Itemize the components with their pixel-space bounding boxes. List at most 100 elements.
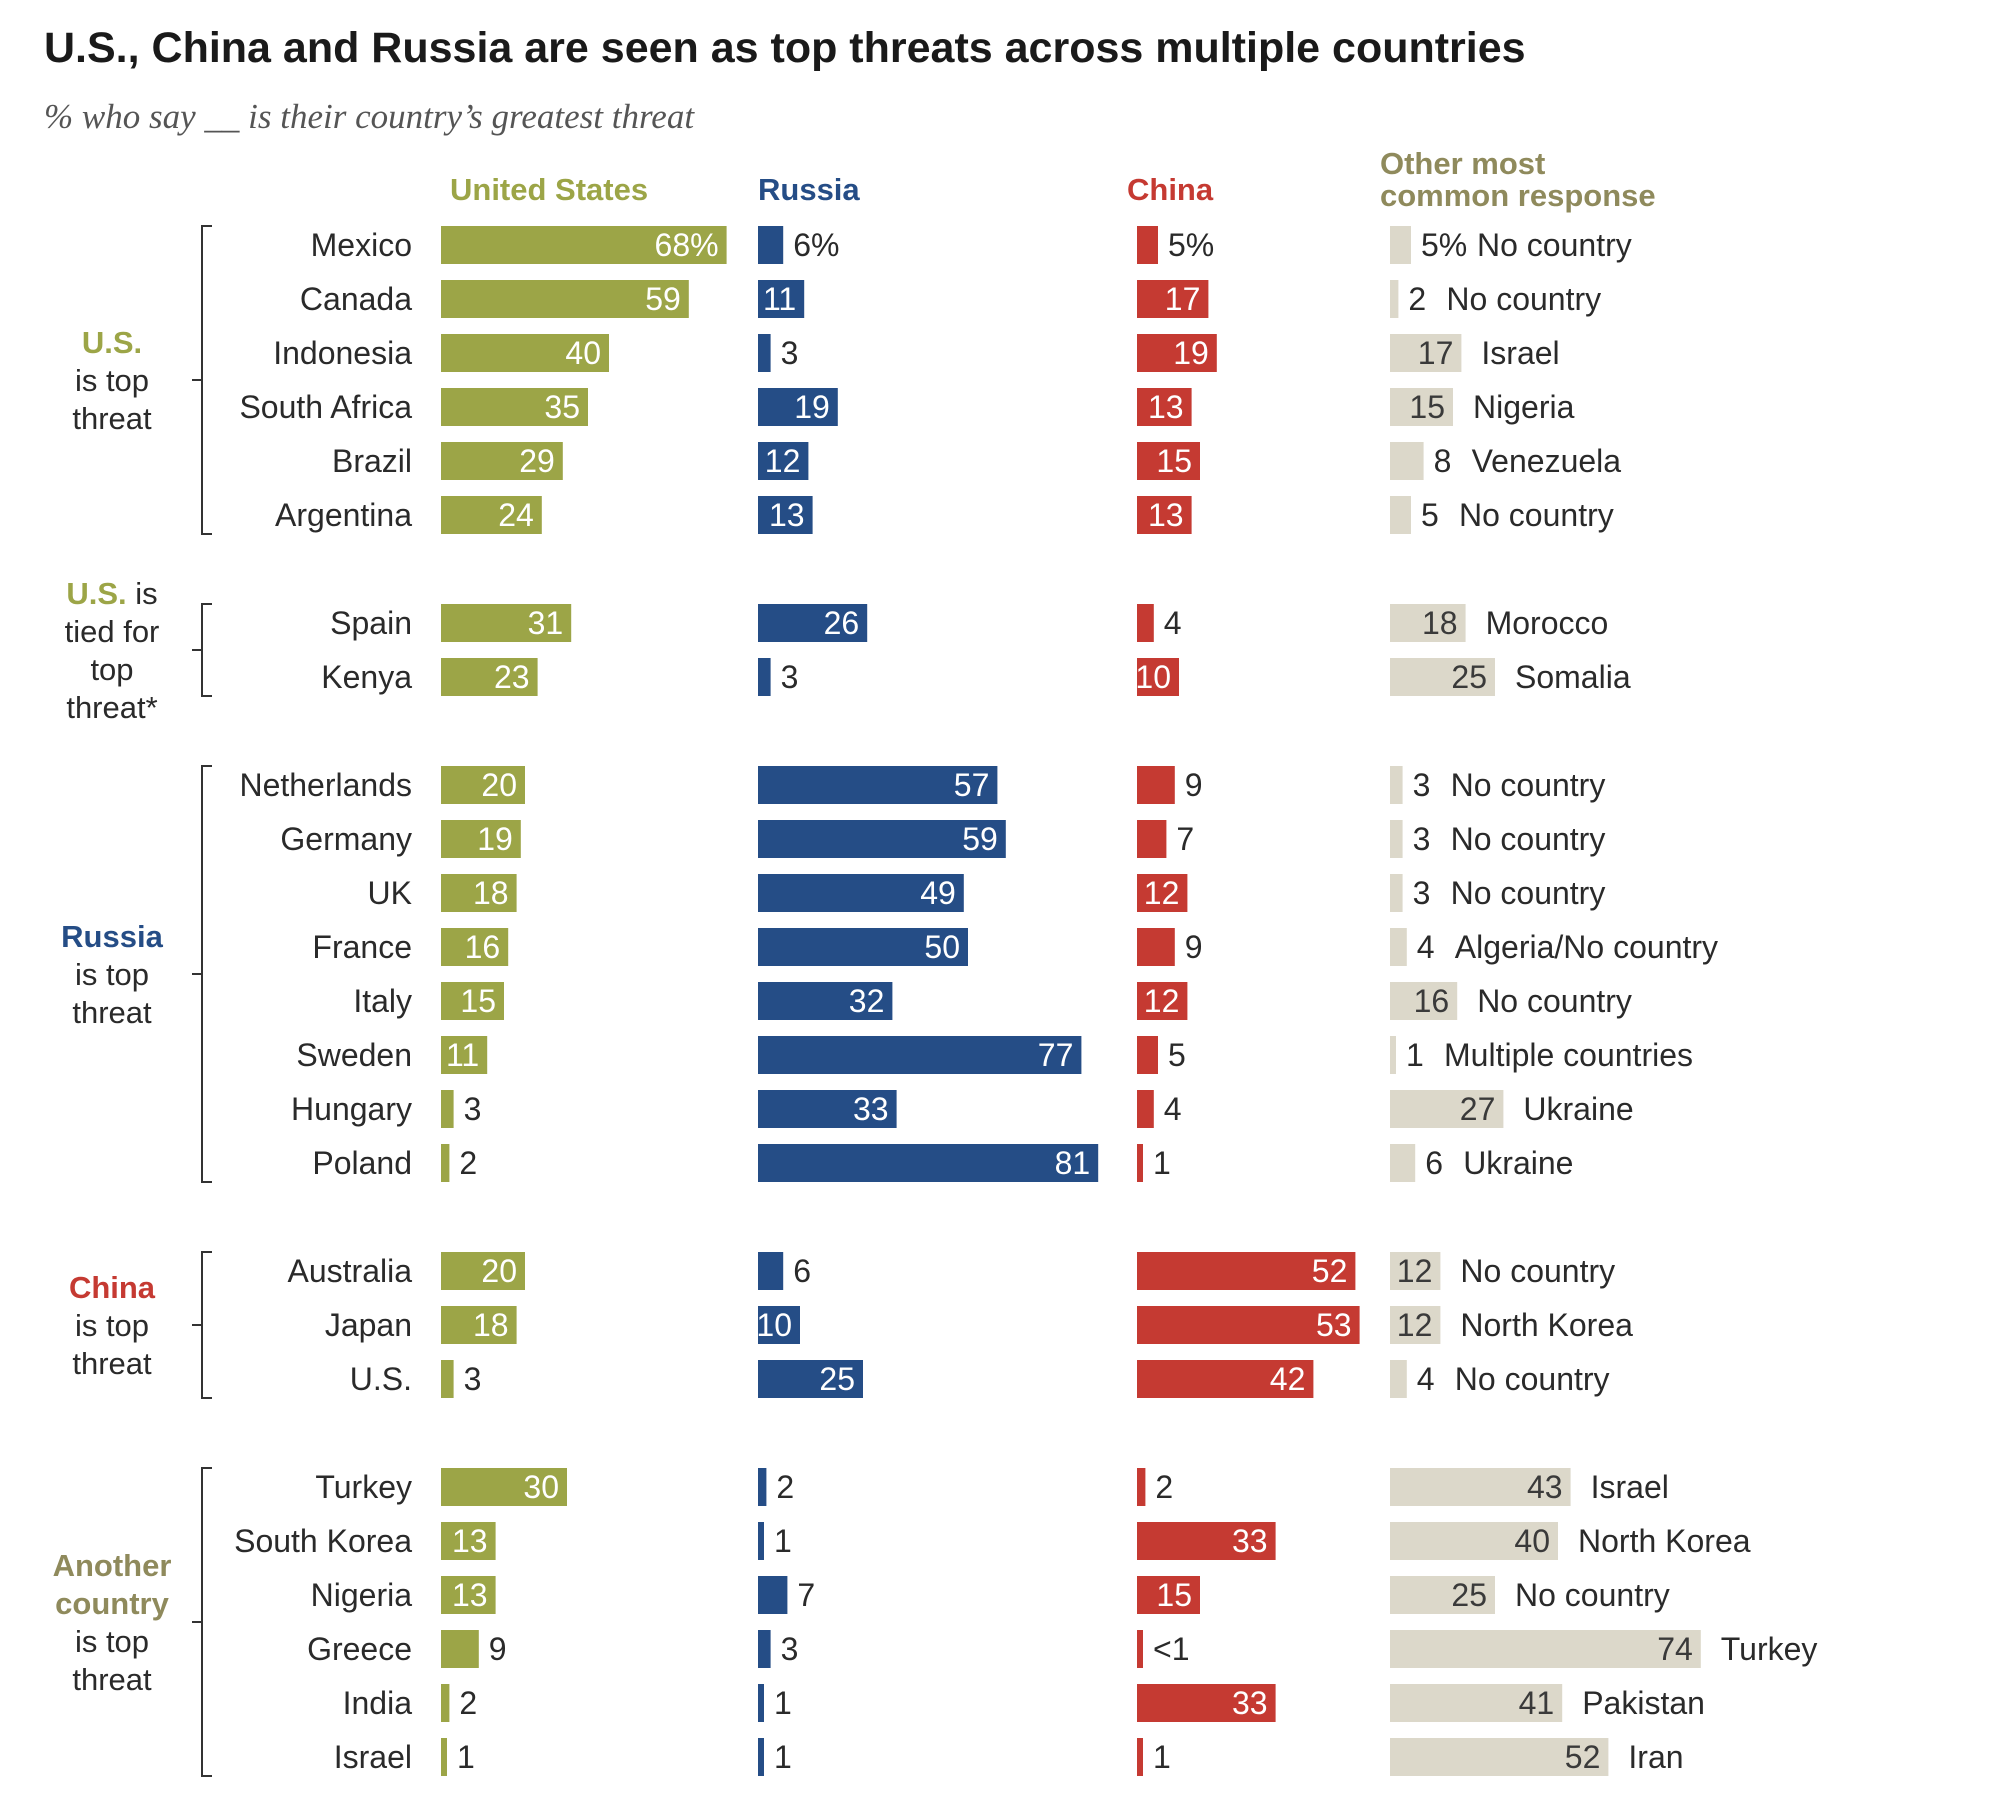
- china-value-label: 5: [1168, 1037, 1186, 1073]
- other-bar: [1390, 1144, 1416, 1182]
- other-response-label: North Korea: [1460, 1307, 1633, 1343]
- us-value-label: 40: [565, 335, 601, 371]
- us-value-label: 18: [473, 1307, 509, 1343]
- table-row: Turkey 30 2 2 43 Israel: [315, 1468, 1669, 1506]
- russia-bar: [758, 1090, 897, 1128]
- other-bar: [1390, 766, 1403, 804]
- other-response-label: Nigeria: [1473, 389, 1575, 425]
- china-bar: [1137, 1090, 1154, 1128]
- us-value-label: 3: [464, 1361, 482, 1397]
- russia-value-label: 1: [774, 1523, 792, 1559]
- russia-bar: [758, 334, 771, 372]
- us-bar: [441, 1144, 450, 1182]
- us-bar: [441, 928, 509, 966]
- us-value-label: 19: [477, 821, 513, 857]
- table-row: UK 18 49 12 3 No country: [368, 874, 1606, 912]
- other-value-label: 3: [1413, 875, 1431, 911]
- other-bar: [1390, 280, 1399, 318]
- us-value-label: 2: [459, 1145, 477, 1181]
- us-bar: [441, 1360, 454, 1398]
- country-label: Australia: [288, 1253, 413, 1289]
- other-bar: [1390, 1738, 1609, 1776]
- other-response-label: North Korea: [1578, 1523, 1751, 1559]
- russia-value-label: 7: [797, 1577, 815, 1613]
- country-label: Nigeria: [311, 1577, 413, 1613]
- russia-value-label: 49: [920, 875, 956, 911]
- russia-value-label: 19: [794, 389, 830, 425]
- china-value-label: 7: [1176, 821, 1194, 857]
- other-value-label: 8: [1434, 443, 1452, 479]
- us-bar: [441, 1252, 525, 1290]
- us-value-label: 59: [645, 281, 681, 317]
- russia-bar: [758, 874, 964, 912]
- china-value-label: 33: [1232, 1523, 1268, 1559]
- russia-bar: [758, 1738, 764, 1776]
- other-response-label: No country: [1460, 1253, 1615, 1289]
- us-value-label: 16: [465, 929, 501, 965]
- russia-bar: [758, 1252, 784, 1290]
- other-value-label: 3: [1413, 767, 1431, 803]
- country-label: Germany: [280, 821, 412, 857]
- other-bar: [1390, 1090, 1504, 1128]
- other-bar: [1390, 874, 1403, 912]
- china-bar: [1137, 820, 1167, 858]
- russia-value-label: 1: [774, 1739, 792, 1775]
- other-value-label: 25: [1451, 659, 1487, 695]
- other-value-label: 5: [1421, 497, 1439, 533]
- us-value-label: 18: [473, 875, 509, 911]
- china-value-label: 9: [1185, 767, 1203, 803]
- table-row: Indonesia 40 3 19 17 Israel: [273, 334, 1560, 372]
- us-bar: [441, 1576, 496, 1614]
- china-bar: [1137, 334, 1217, 372]
- other-value-label: 43: [1527, 1469, 1563, 1505]
- country-label: Indonesia: [273, 335, 412, 371]
- other-value-label: 18: [1422, 605, 1458, 641]
- country-label: Spain: [330, 605, 412, 641]
- other-response-label: Turkey: [1721, 1631, 1818, 1667]
- country-label: India: [343, 1685, 413, 1721]
- other-bar: [1390, 1522, 1558, 1560]
- us-bar: [441, 280, 689, 318]
- other-response-label: Ukraine: [1523, 1091, 1633, 1127]
- us-value-label: 1: [457, 1739, 475, 1775]
- other-response-label: Israel: [1591, 1469, 1669, 1505]
- china-bar: [1137, 1252, 1356, 1290]
- russia-bar: [758, 820, 1006, 858]
- china-bar: [1137, 874, 1188, 912]
- other-response-label: Algeria/No country: [1455, 929, 1718, 965]
- china-bar: [1137, 928, 1175, 966]
- column-header-china: China: [1127, 172, 1214, 207]
- other-response-label: No country: [1455, 1361, 1610, 1397]
- us-bar: [441, 442, 563, 480]
- group-bracket: [192, 225, 212, 535]
- country-label: Kenya: [321, 659, 412, 695]
- other-response-label: Morocco: [1486, 605, 1609, 641]
- table-row: Spain 31 26 4 18 Morocco: [330, 604, 1608, 642]
- other-bar: [1390, 658, 1495, 696]
- russia-bar: [758, 604, 868, 642]
- china-value-label: 17: [1165, 281, 1201, 317]
- other-value-label: 6: [1425, 1145, 1443, 1181]
- table-row: Canada 59 11 17 2 No country: [300, 280, 1601, 318]
- china-bar: [1137, 1468, 1146, 1506]
- other-response-label: Iran: [1628, 1739, 1683, 1775]
- china-value-label: <1: [1153, 1631, 1189, 1667]
- us-bar: [441, 334, 609, 372]
- russia-bar: [758, 766, 998, 804]
- other-bar: [1390, 928, 1407, 966]
- other-response-label: No country: [1451, 875, 1606, 911]
- us-bar: [441, 604, 572, 642]
- china-value-label: 53: [1316, 1307, 1352, 1343]
- russia-value-label: 33: [853, 1091, 889, 1127]
- us-bar: [441, 1036, 488, 1074]
- table-row: Japan 18 10 53 12 North Korea: [325, 1306, 1633, 1344]
- russia-bar: [758, 1630, 771, 1668]
- russia-bar: [758, 1522, 764, 1560]
- table-row: Italy 15 32 12 16 No country: [353, 982, 1632, 1020]
- group-bracket: [192, 765, 212, 1183]
- other-bar: [1390, 1576, 1495, 1614]
- us-value-label: 24: [498, 497, 534, 533]
- country-label: U.S.: [350, 1361, 412, 1397]
- country-label: Mexico: [311, 227, 412, 263]
